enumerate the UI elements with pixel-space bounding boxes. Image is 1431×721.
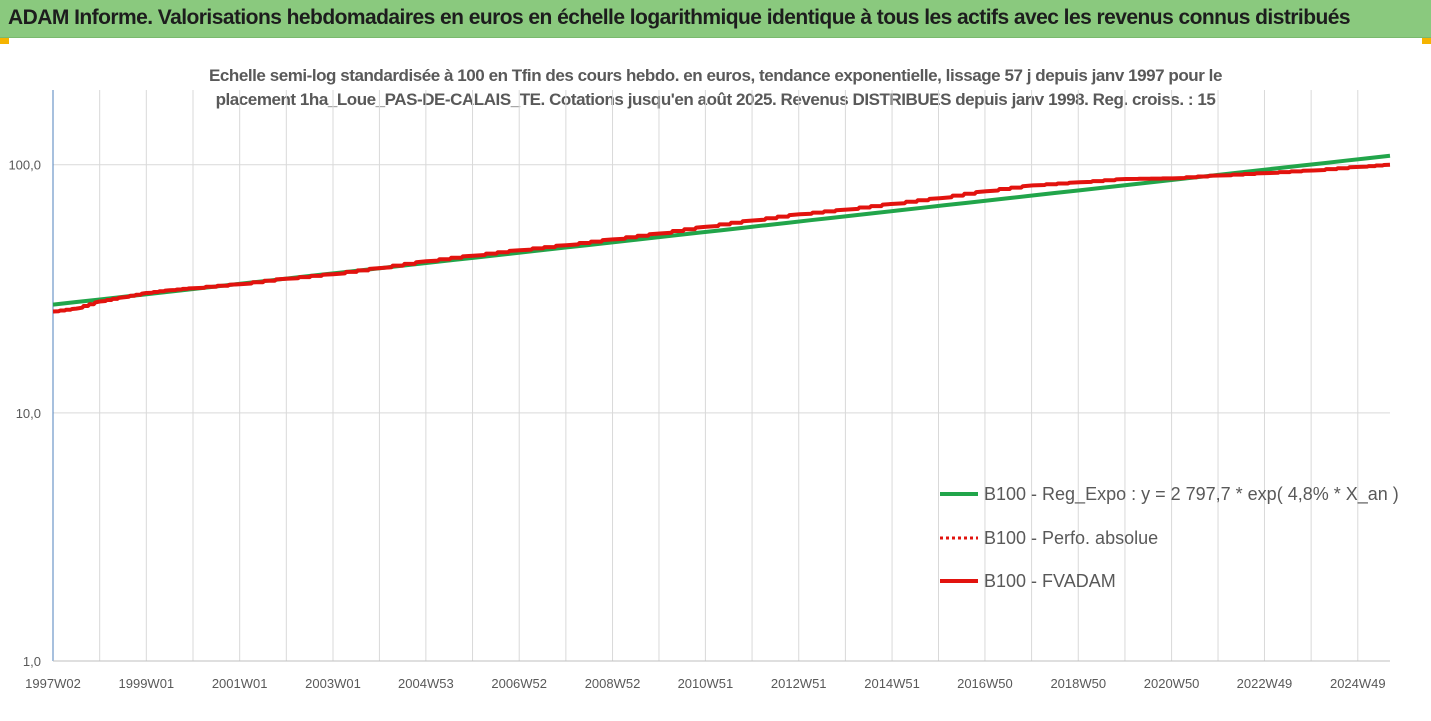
y-tick-label: 100,0 — [8, 158, 41, 173]
series-lines — [52, 153, 1391, 314]
grid — [53, 90, 1390, 661]
fvadam-line — [52, 162, 1391, 314]
chart-title-line-1: Echelle semi-log standardisée à 100 en T… — [209, 66, 1222, 85]
x-tick-label: 1999W01 — [119, 676, 175, 691]
x-tick-label: 2022W49 — [1237, 676, 1293, 691]
x-tick-label: 2008W52 — [585, 676, 641, 691]
x-tick-label: 2006W52 — [491, 676, 547, 691]
x-tick-label: 2024W49 — [1330, 676, 1386, 691]
axes: 1,0 10,0 100,0 1997W02 1999W01 2001W01 2003W01… — [8, 90, 1390, 691]
x-tick-label: 2012W51 — [771, 676, 827, 691]
corner-marker-right — [1422, 38, 1431, 44]
x-tick-label: 2004W53 — [398, 676, 454, 691]
chart-title: Echelle semi-log standardisée à 100 en T… — [0, 64, 1431, 112]
report-title: ADAM Informe. Valorisations hebdomadaire… — [8, 6, 1351, 29]
x-tick-label: 2020W50 — [1144, 676, 1200, 691]
x-tick-label: 2018W50 — [1050, 676, 1106, 691]
legend-label: B100 - FVADAM — [984, 571, 1116, 591]
chart-title-line-2: placement 1ha_Loue_PAS-DE-CALAIS_TE. Cot… — [215, 90, 1216, 109]
x-tick-label: 2003W01 — [305, 676, 361, 691]
y-tick-label: 10,0 — [16, 406, 41, 421]
x-tick-label: 2001W01 — [212, 676, 268, 691]
corner-marker-left — [0, 38, 9, 44]
report-header: ADAM Informe. Valorisations hebdomadaire… — [0, 0, 1431, 38]
x-tick-label: 1997W02 — [25, 676, 81, 691]
x-tick-label: 2016W50 — [957, 676, 1013, 691]
legend-label: B100 - Perfo. absolue — [984, 528, 1158, 548]
legend-label: B100 - Reg_Expo : y = 2 797,7 * exp( 4,8… — [984, 484, 1399, 505]
legend: B100 - Reg_Expo : y = 2 797,7 * exp( 4,8… — [940, 484, 1399, 591]
y-tick-label: 1,0 — [23, 654, 41, 669]
x-tick-label: 2010W51 — [678, 676, 734, 691]
x-tick-label: 2014W51 — [864, 676, 920, 691]
